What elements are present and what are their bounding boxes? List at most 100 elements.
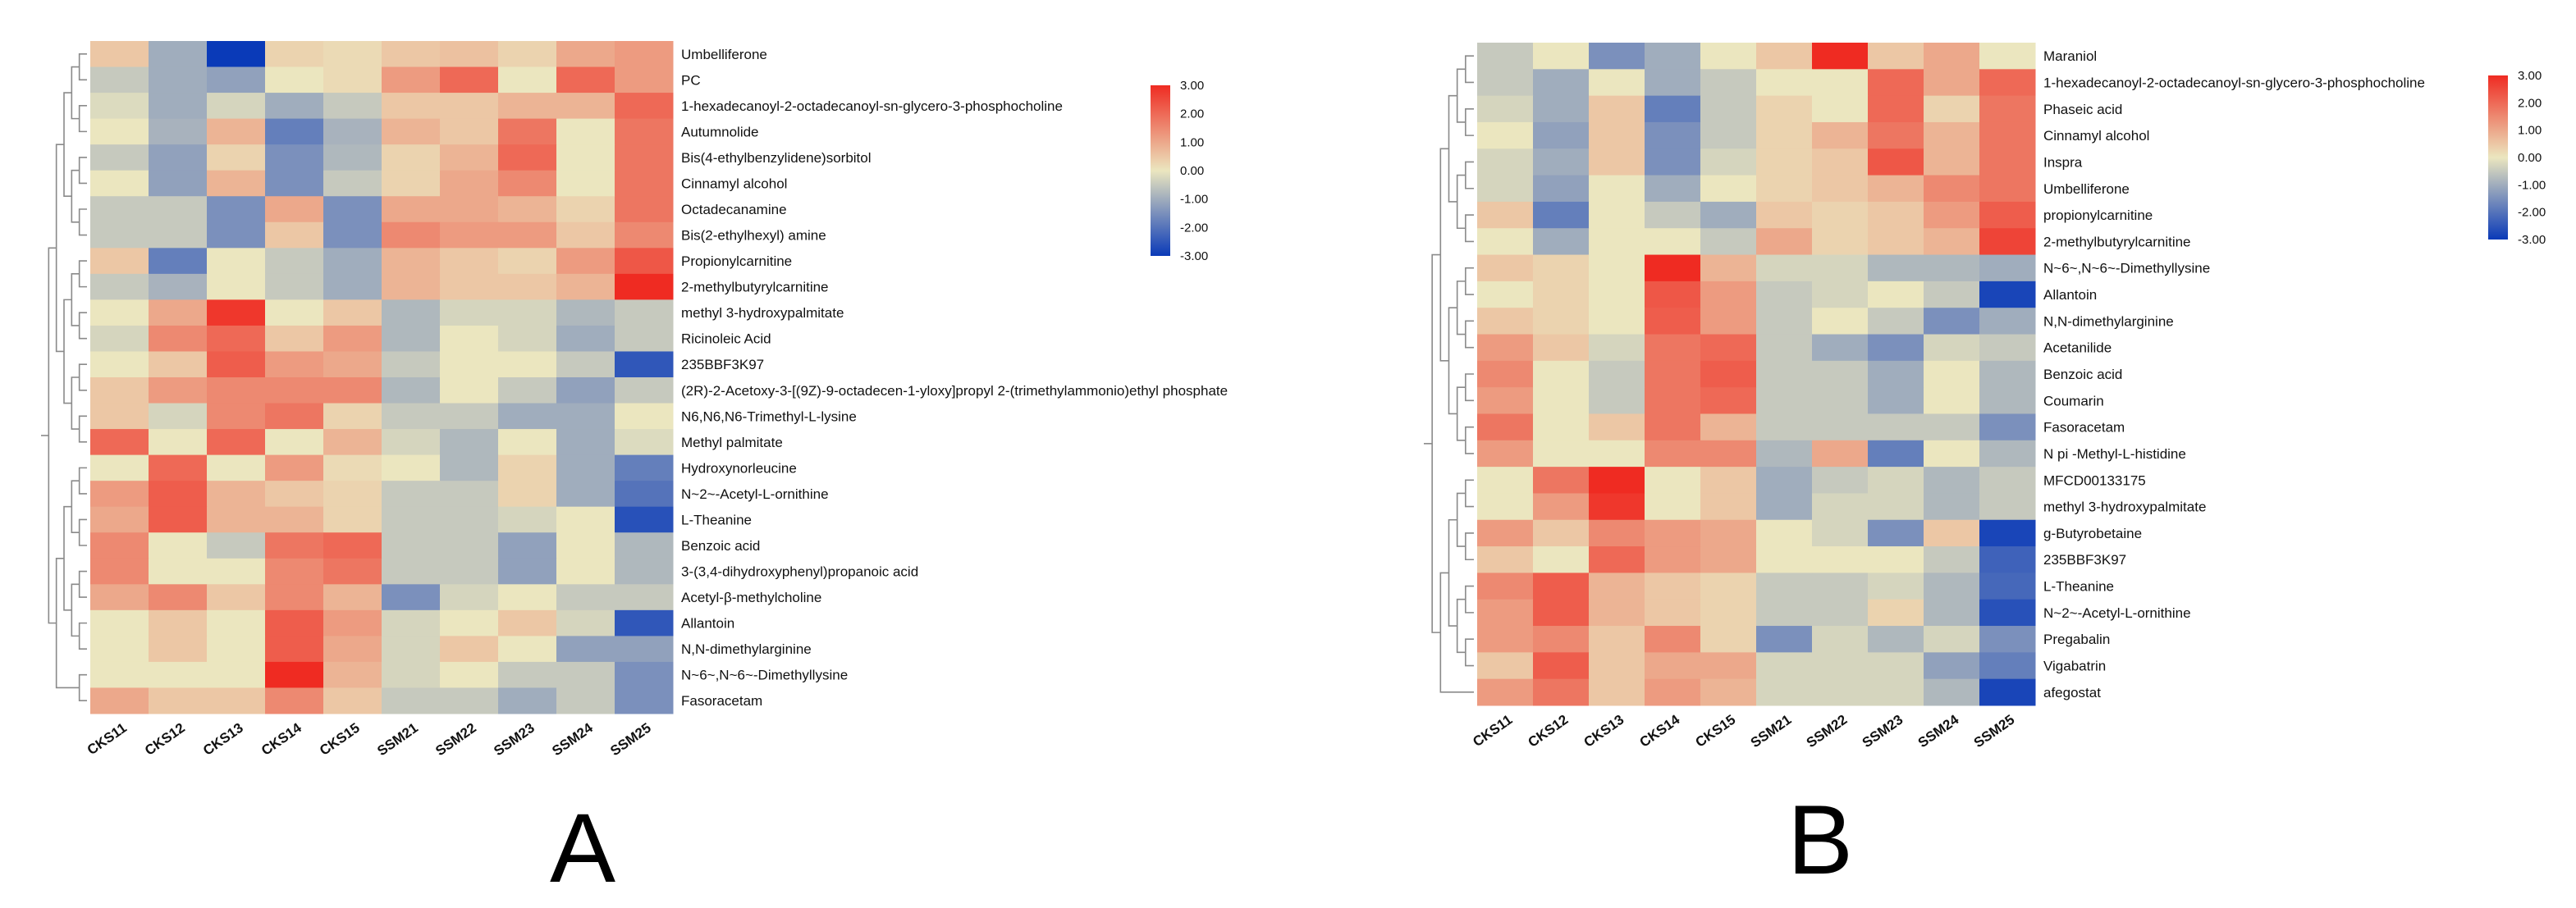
heatmap-cell [265, 532, 324, 559]
heatmap-cell [1756, 148, 1813, 176]
heatmap-cell [615, 170, 674, 197]
heatmap-cell [1533, 493, 1590, 521]
heatmap-cell [556, 273, 615, 300]
heatmap-cell [1700, 121, 1757, 149]
dendrogram-branch [1465, 320, 1474, 349]
heatmap-cell [90, 661, 149, 688]
heatmap-cell [1812, 440, 1869, 468]
heatmap-cell [382, 532, 441, 559]
heatmap-cell [1924, 148, 1980, 176]
heatmap-cell [323, 325, 382, 352]
column-label: SSM21 [1748, 712, 1795, 751]
heatmap-cell [382, 93, 441, 120]
dendrogram-branch [78, 570, 87, 598]
heatmap-cell [556, 506, 615, 533]
heatmap-cell [440, 377, 499, 404]
heatmap-cell [1812, 573, 1869, 600]
column-label: SSM25 [607, 720, 654, 760]
heatmap-cell [207, 351, 266, 378]
heatmap-cell [1924, 599, 1980, 627]
dendrogram-branch [1431, 253, 1441, 633]
column-label: SSM23 [1860, 712, 1906, 751]
heatmap-cell [1589, 467, 1645, 494]
row-label: Benzoic acid [681, 538, 760, 554]
heatmap-cell [207, 299, 266, 326]
heatmap-cell [1477, 254, 1534, 282]
heatmap-cell [615, 609, 674, 637]
row-label: PC [681, 72, 701, 88]
heatmap-cell [1868, 652, 1924, 680]
dendrogram-branch [1448, 518, 1457, 627]
heatmap-cell [440, 403, 499, 430]
heatmap-cell [149, 636, 208, 663]
heatmap-cell [1924, 228, 1980, 256]
heatmap-cell [1700, 201, 1757, 229]
heatmap-cell [556, 584, 615, 611]
heatmap-cell [1924, 440, 1980, 468]
heatmap-cell [1533, 440, 1590, 468]
heatmap-cell [382, 636, 441, 663]
heatmap-cell [207, 558, 266, 585]
heatmap-cell [498, 558, 557, 585]
heatmap-cell [1645, 43, 1701, 70]
heatmap-cell [323, 93, 382, 120]
heatmap-cell [1700, 360, 1757, 388]
heatmap-cell [1924, 413, 1980, 441]
heatmap-cell [1700, 254, 1757, 282]
row-label: N,N-dimethylarginine [2043, 313, 2174, 329]
heatmap-cell [149, 351, 208, 378]
heatmap-cell [149, 66, 208, 94]
heatmap-cell [1924, 626, 1980, 653]
dendrogram-branch [78, 260, 87, 288]
heatmap-cell [556, 118, 615, 145]
heatmap-cell [1812, 228, 1869, 256]
heatmap-cell [498, 351, 557, 378]
heatmap-cell [1477, 440, 1534, 468]
dendrogram-branch [1465, 214, 1474, 243]
color-scale-tick: 0.00 [1180, 164, 1204, 178]
dendrogram-branch [1456, 68, 1466, 123]
dendrogram-branch [1465, 267, 1474, 295]
heatmap-cell [1477, 387, 1534, 414]
heatmap-cell [207, 221, 266, 249]
dendrogram-branch [1465, 108, 1474, 136]
heatmap-cell [323, 584, 382, 611]
heatmap-cell [265, 687, 324, 714]
heatmap-cell [382, 299, 441, 326]
heatmap-cell [1812, 254, 1869, 282]
heatmap-cell [1645, 121, 1701, 149]
heatmap-cell [265, 454, 324, 481]
heatmap-cell [1477, 43, 1534, 70]
column-label: CKS12 [1525, 712, 1571, 751]
heatmap-cell [1756, 626, 1813, 653]
heatmap-cell [90, 636, 149, 663]
heatmap-cell [265, 299, 324, 326]
heatmap-cell [615, 377, 674, 404]
heatmap-cell [615, 506, 674, 533]
heatmap-cell [440, 481, 499, 508]
dendrogram-branch [1465, 532, 1474, 561]
heatmap-cell [207, 170, 266, 197]
heatmap-cell [1533, 652, 1590, 680]
row-label: 2-methylbutyrylcarnitine [2043, 234, 2191, 249]
heatmap-cell [1533, 334, 1590, 362]
heatmap-cell [265, 325, 324, 352]
heatmap-cell [149, 170, 208, 197]
heatmap-cell [1645, 228, 1701, 256]
row-label: g-Butyrobetaine [2043, 526, 2142, 541]
heatmap-cell [1868, 121, 1924, 149]
heatmap-cell [207, 144, 266, 171]
heatmap-cell [1979, 546, 2036, 573]
heatmap-cell [207, 403, 266, 430]
heatmap-cell [1700, 467, 1757, 494]
row-label: Octadecanamine [681, 202, 787, 217]
heatmap-cell [1756, 360, 1813, 388]
heatmap-cell [1533, 573, 1590, 600]
heatmap-cell [149, 661, 208, 688]
heatmap-cell [1477, 519, 1534, 547]
heatmap-cell [440, 273, 499, 300]
heatmap-cell [1533, 519, 1590, 547]
panel-label: B [1787, 785, 1853, 895]
heatmap-cell [265, 584, 324, 611]
heatmap-cell [1589, 678, 1645, 706]
